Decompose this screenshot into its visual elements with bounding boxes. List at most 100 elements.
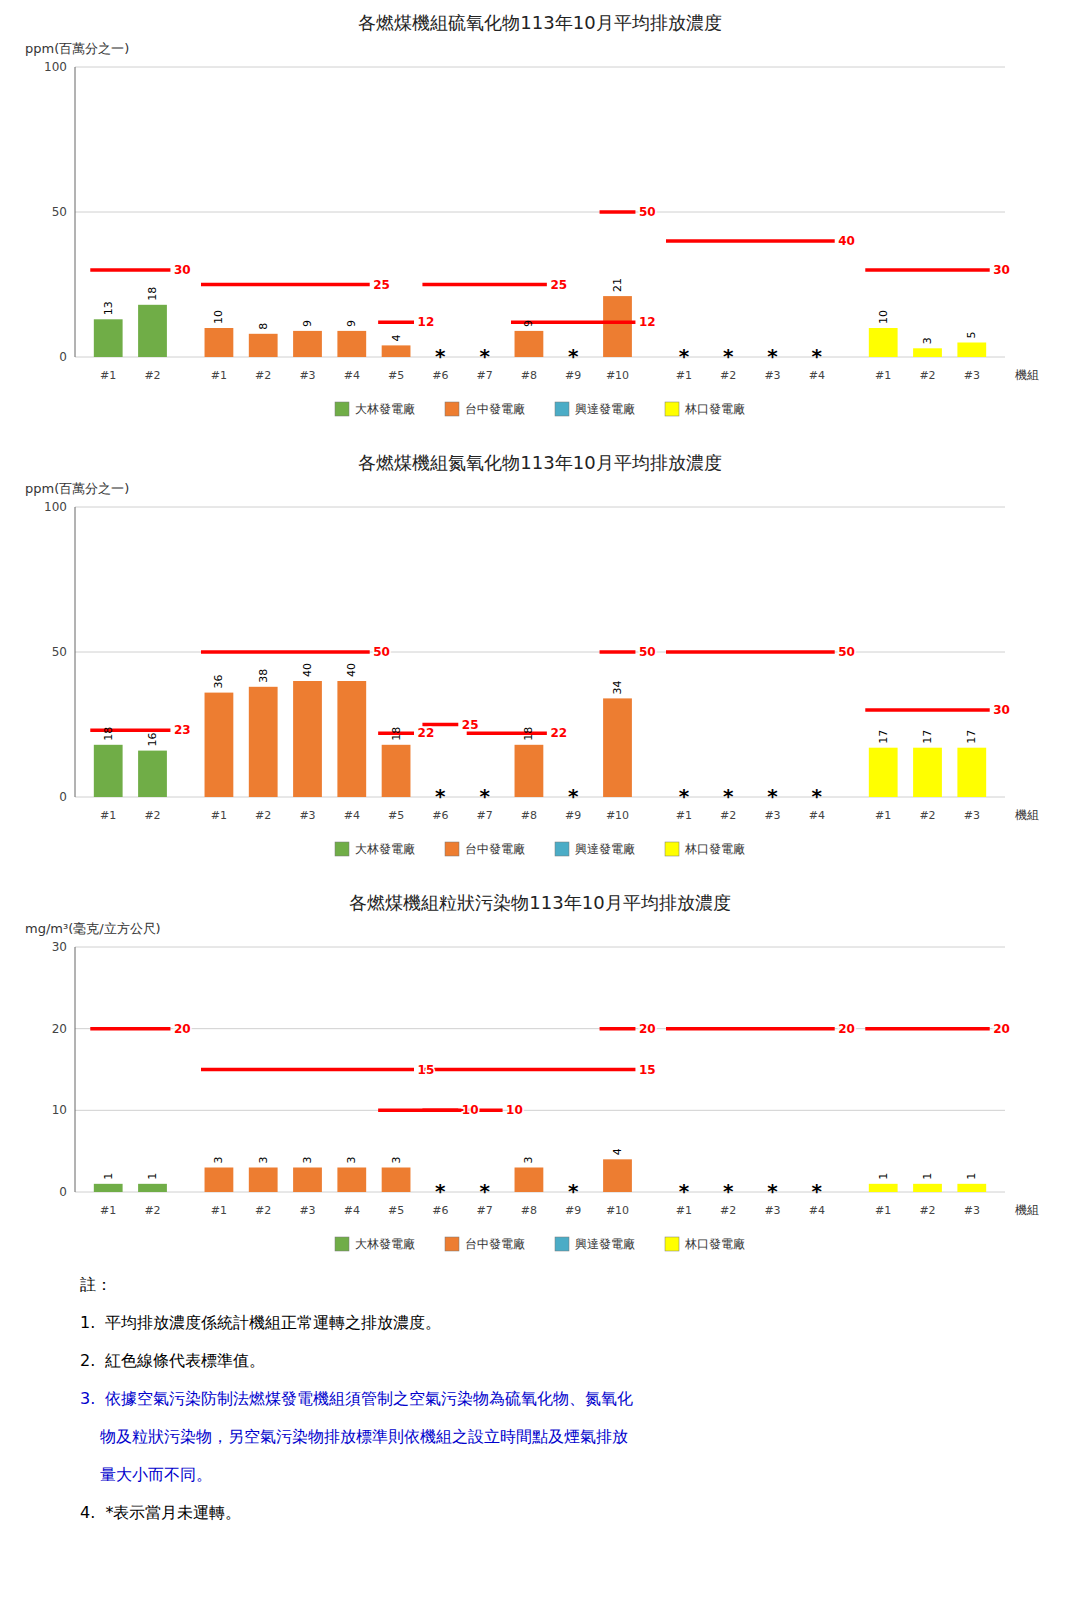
legend-swatch	[555, 1237, 569, 1251]
x-tick-label: #1	[676, 369, 692, 382]
x-tick-label: #2	[919, 1204, 935, 1217]
bar	[205, 328, 234, 357]
note: 註：	[80, 1275, 112, 1294]
data-label: 1	[921, 1173, 934, 1180]
standard-line	[865, 1027, 989, 1031]
not-operating-mark: *	[812, 1179, 823, 1203]
standard-line	[422, 283, 546, 287]
standard-label: 20	[174, 1022, 191, 1036]
x-tick-label: #2	[144, 1204, 160, 1217]
x-tick-label: #1	[875, 809, 891, 822]
standard-line	[90, 1027, 170, 1031]
standard-label: 20	[993, 1022, 1010, 1036]
x-tick-label: #4	[809, 369, 825, 382]
data-label: 8	[257, 323, 270, 330]
x-tick-label: #1	[211, 809, 227, 822]
standard-label: 15	[639, 1063, 656, 1077]
x-tick-label: #7	[477, 809, 493, 822]
x-tick-label: #2	[255, 369, 271, 382]
plot-area	[90, 1029, 989, 1192]
standard-label: 30	[174, 263, 191, 277]
standard-label: 22	[418, 726, 435, 740]
y-tick-label: 100	[44, 60, 67, 74]
legend-item: 林口發電廠	[665, 1237, 745, 1251]
legend-label: 大林發電廠	[355, 1237, 415, 1251]
legend-swatch	[335, 1237, 349, 1251]
data-label: 18	[102, 727, 115, 741]
x-tick-label: #3	[299, 809, 315, 822]
bar	[138, 751, 167, 797]
standard-label: 50	[373, 645, 390, 659]
data-label: 3	[212, 1157, 225, 1164]
data-label: 3	[390, 1157, 403, 1164]
y-axis-line	[75, 67, 76, 357]
y-tick-label: 50	[52, 205, 67, 219]
x-tick-label: #10	[606, 1204, 629, 1217]
legend-swatch	[335, 402, 349, 416]
bar	[249, 334, 278, 357]
legend-item: 林口發電廠	[665, 402, 745, 416]
grid-line	[75, 212, 1005, 213]
legend-label: 興達發電廠	[575, 1237, 635, 1251]
data-label: 1	[102, 1173, 115, 1180]
legend-swatch	[665, 842, 679, 856]
data-label: 1	[146, 1173, 159, 1180]
legend-label: 林口發電廠	[684, 402, 745, 416]
page: 各燃煤機組硫氧化物113年10月平均排放濃度ppm(百萬分之一)05010013…	[0, 0, 1069, 1597]
legend: 大林發電廠台中發電廠興達發電廠林口發電廠	[335, 842, 745, 856]
data-label: 34	[611, 680, 624, 694]
standard-label: 22	[550, 726, 567, 740]
x-tick-label: #8	[521, 809, 537, 822]
bar	[603, 698, 632, 797]
legend-label: 大林發電廠	[355, 842, 415, 856]
x-tick-label: #3	[764, 369, 780, 382]
grid-line	[75, 947, 1005, 948]
bar	[293, 331, 322, 357]
x-tick-label: #4	[809, 809, 825, 822]
not-operating-mark: *	[435, 784, 446, 808]
x-tick-label: #10	[606, 809, 629, 822]
legend-label: 林口發電廠	[684, 842, 745, 856]
bar	[94, 745, 123, 797]
data-label: 17	[965, 730, 978, 744]
data-label: 5	[965, 332, 978, 339]
legend-label: 大林發電廠	[355, 402, 415, 416]
data-label: 40	[345, 663, 358, 677]
bar	[138, 1184, 167, 1192]
bar	[957, 343, 986, 358]
legend: 大林發電廠台中發電廠興達發電廠林口發電廠	[335, 402, 745, 416]
data-label: 17	[877, 730, 890, 744]
data-label: 3	[301, 1157, 314, 1164]
not-operating-mark: *	[568, 1179, 579, 1203]
standard-label: 25	[550, 278, 567, 292]
x-tick-label: #4	[809, 1204, 825, 1217]
legend-item: 興達發電廠	[555, 402, 635, 416]
not-operating-mark: *	[723, 784, 734, 808]
standard-label: 50	[639, 205, 656, 219]
legend-swatch	[665, 402, 679, 416]
standard-label: 30	[993, 703, 1010, 717]
x-tick-label: #1	[676, 1204, 692, 1217]
bar	[603, 1159, 632, 1192]
bar	[913, 348, 942, 357]
x-tick-label: #5	[388, 809, 404, 822]
legend-swatch	[665, 1237, 679, 1251]
x-axis-label: 機組	[1015, 368, 1039, 382]
data-label: 3	[522, 1157, 535, 1164]
title: 各燃煤機組粒狀污染物113年10月平均排放濃度	[349, 892, 730, 913]
bar	[382, 345, 411, 357]
title: 各燃煤機組硫氧化物113年10月平均排放濃度	[358, 12, 721, 33]
standard-label: 23	[174, 723, 191, 737]
legend-item: 興達發電廠	[555, 842, 635, 856]
x-tick-label: #2	[720, 809, 736, 822]
data-label: 3	[345, 1157, 358, 1164]
y-tick-label: 0	[59, 790, 67, 804]
not-operating-mark: *	[812, 344, 823, 368]
x-tick-label: #9	[565, 809, 581, 822]
grid-line	[75, 1110, 1005, 1111]
notes: 註：1. 平均排放濃度係統計機組正常運轉之排放濃度。2. 紅色線條代表標準值。3…	[80, 1275, 633, 1522]
data-label: 3	[921, 337, 934, 344]
x-tick-label: #3	[764, 1204, 780, 1217]
x-tick-label: #6	[432, 809, 448, 822]
x-tick-label: #3	[964, 809, 980, 822]
